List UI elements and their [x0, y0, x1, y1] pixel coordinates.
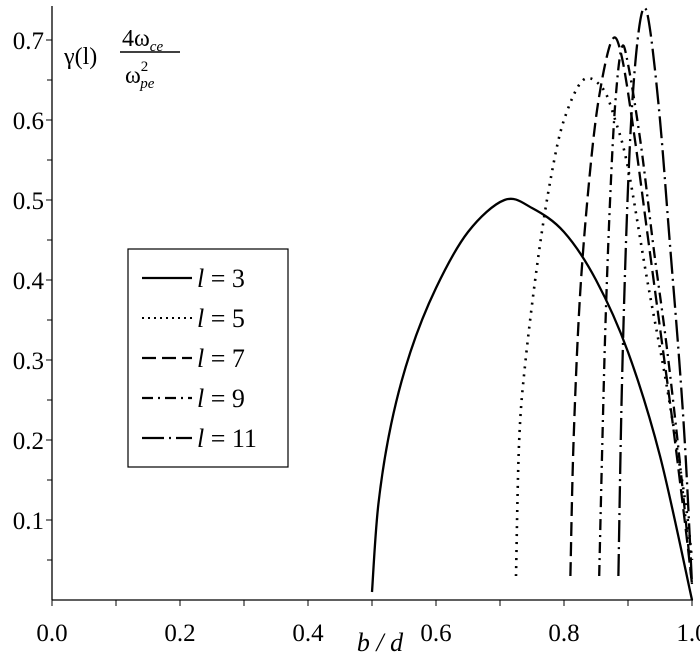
series-line-l-11 [617, 6, 694, 585]
y-tick-label: 0.7 [13, 28, 44, 55]
legend: l = 3 l = 5 l = 7 l = 9 l = 11 [127, 248, 289, 468]
y-tick-label: 0.4 [13, 268, 45, 295]
y-tick-label: 0.2 [13, 428, 44, 455]
y-tick-label: 0.1 [13, 508, 44, 535]
curves [370, 6, 694, 601]
x-tick-label: 1.0 [676, 620, 700, 647]
y-label-prefix: γ(l) [63, 44, 97, 70]
legend-entry-l-3: l = 3 [197, 264, 245, 293]
x-tick-label: 0.4 [292, 620, 324, 647]
y-tick-label: 0.3 [13, 348, 44, 375]
y-axis-label: γ(l) 4ωce ω2 pe [63, 26, 180, 92]
y-tick-label: 0.6 [13, 108, 44, 135]
series-line-l-5 [514, 76, 694, 577]
y-label-numerator: 4ωce [122, 26, 163, 55]
series-line-l-7 [569, 36, 694, 585]
y-tick-label: 0.5 [13, 188, 44, 215]
axes: 0.0 0.2 0.4 0.6 0.8 1.0 0.1 0.2 0.3 0.4 0.5 0.6 0.7 [13, 6, 700, 647]
x-axis-label: b / d [357, 628, 404, 657]
series-line-l-9 [598, 44, 694, 585]
legend-entry-l-9: l = 9 [197, 384, 245, 413]
x-tick-label: 0.2 [164, 620, 195, 647]
legend-entry-l-5: l = 5 [197, 304, 245, 333]
legend-entry-l-7: l = 7 [197, 344, 245, 373]
x-tick-label: 0.0 [36, 620, 67, 647]
series-line-l-3 [370, 197, 694, 601]
x-tick-label: 0.8 [548, 620, 579, 647]
x-tick-label: 0.6 [420, 620, 451, 647]
y-label-denominator: ω2 pe [125, 59, 155, 92]
legend-entry-l-11: l = 11 [197, 424, 257, 453]
